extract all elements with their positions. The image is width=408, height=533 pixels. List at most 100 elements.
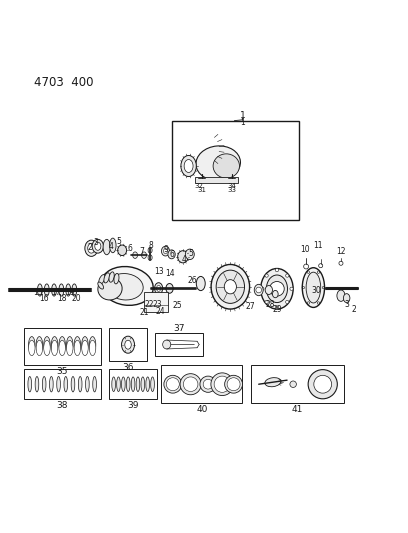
Text: 1: 1 [240, 118, 245, 127]
Ellipse shape [88, 244, 95, 253]
Ellipse shape [36, 337, 42, 353]
Ellipse shape [114, 273, 119, 284]
Text: 36: 36 [122, 363, 134, 372]
Text: 30: 30 [312, 286, 322, 295]
Ellipse shape [104, 273, 110, 283]
Ellipse shape [67, 340, 73, 356]
Ellipse shape [66, 284, 71, 296]
Ellipse shape [302, 268, 324, 308]
Circle shape [270, 281, 284, 296]
Ellipse shape [44, 284, 49, 296]
Text: 20: 20 [71, 294, 81, 303]
Ellipse shape [92, 239, 104, 253]
Ellipse shape [266, 275, 288, 303]
Ellipse shape [110, 238, 116, 253]
Ellipse shape [118, 245, 126, 255]
Bar [172, 120, 299, 220]
Circle shape [256, 287, 262, 293]
Ellipse shape [29, 340, 35, 356]
Ellipse shape [71, 376, 75, 392]
Bar [24, 328, 101, 365]
Bar [144, 293, 168, 312]
Bar [109, 369, 157, 399]
Text: 26: 26 [188, 276, 197, 285]
Text: 32: 32 [194, 183, 203, 189]
Text: 40: 40 [196, 406, 208, 415]
Ellipse shape [136, 377, 140, 392]
Text: 4: 4 [109, 242, 113, 251]
Circle shape [290, 381, 296, 387]
Text: 4703  400: 4703 400 [34, 76, 93, 88]
Bar [24, 369, 101, 399]
Ellipse shape [146, 377, 149, 392]
Ellipse shape [181, 156, 196, 176]
Ellipse shape [155, 282, 163, 294]
Ellipse shape [196, 277, 205, 290]
Ellipse shape [99, 274, 105, 284]
Ellipse shape [36, 340, 42, 356]
Ellipse shape [44, 337, 50, 353]
Ellipse shape [133, 252, 137, 259]
Ellipse shape [85, 240, 98, 256]
Ellipse shape [86, 376, 89, 392]
Ellipse shape [93, 376, 96, 392]
Text: 33: 33 [227, 187, 236, 193]
Text: 29: 29 [272, 305, 282, 314]
Circle shape [225, 375, 242, 393]
Ellipse shape [52, 284, 56, 296]
Text: 9: 9 [164, 245, 169, 254]
Text: 24: 24 [156, 306, 166, 316]
Text: 18: 18 [58, 294, 67, 303]
Ellipse shape [82, 340, 88, 356]
Bar [155, 333, 203, 356]
Circle shape [180, 374, 201, 395]
Text: 38: 38 [56, 401, 68, 410]
Ellipse shape [185, 249, 194, 260]
Ellipse shape [265, 286, 273, 294]
Ellipse shape [273, 290, 278, 298]
Text: 25: 25 [173, 301, 182, 310]
Text: 23: 23 [152, 300, 162, 309]
Text: 34: 34 [227, 183, 236, 189]
Ellipse shape [184, 159, 193, 173]
Ellipse shape [162, 246, 170, 256]
Ellipse shape [261, 269, 293, 309]
Text: 7: 7 [140, 247, 144, 256]
Text: 22: 22 [144, 300, 154, 309]
Ellipse shape [198, 178, 205, 182]
Circle shape [164, 375, 182, 393]
Circle shape [286, 301, 289, 304]
Ellipse shape [306, 272, 321, 303]
Bar [109, 328, 147, 361]
Ellipse shape [148, 247, 152, 253]
Ellipse shape [51, 337, 58, 353]
Ellipse shape [122, 377, 125, 392]
Ellipse shape [344, 294, 350, 303]
Ellipse shape [228, 178, 235, 182]
Ellipse shape [107, 273, 143, 300]
Text: 5: 5 [188, 249, 193, 258]
Text: 12: 12 [336, 247, 346, 256]
Ellipse shape [163, 340, 171, 349]
Text: 16: 16 [39, 294, 48, 303]
Circle shape [265, 301, 268, 304]
Ellipse shape [59, 337, 65, 353]
Circle shape [211, 373, 234, 395]
Text: 2: 2 [87, 243, 92, 252]
Text: 3: 3 [93, 238, 98, 247]
Ellipse shape [148, 255, 152, 261]
Text: 3: 3 [344, 300, 349, 309]
Ellipse shape [35, 376, 39, 392]
Ellipse shape [166, 284, 173, 293]
Ellipse shape [213, 154, 239, 178]
Ellipse shape [29, 337, 35, 353]
Text: 6: 6 [169, 250, 174, 259]
Ellipse shape [141, 377, 144, 392]
Text: 27: 27 [245, 302, 255, 311]
Ellipse shape [72, 284, 77, 296]
Ellipse shape [101, 266, 153, 305]
Ellipse shape [337, 290, 345, 301]
Ellipse shape [82, 337, 88, 353]
Circle shape [214, 376, 231, 392]
Circle shape [314, 375, 332, 393]
